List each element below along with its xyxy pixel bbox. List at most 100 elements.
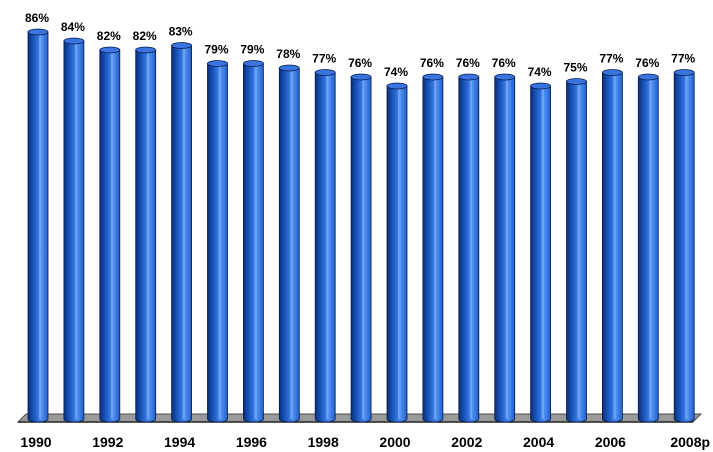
value-label: 77% — [599, 52, 623, 66]
value-label: 76% — [492, 56, 516, 70]
bar-body — [350, 76, 372, 423]
bar-cap — [602, 69, 623, 76]
bar-1991 — [63, 37, 85, 423]
bar-1994 — [171, 42, 193, 423]
bar-2006 — [602, 69, 623, 423]
bar-2003 — [494, 73, 516, 423]
x-tick-label: 1998 — [308, 434, 339, 450]
x-tick-label: 1992 — [92, 434, 123, 450]
bar-body — [63, 40, 85, 423]
bar-highlight — [541, 86, 544, 419]
bar-highlight — [290, 68, 293, 419]
bar-1993 — [135, 46, 157, 423]
bar-body — [458, 76, 480, 423]
value-labels-group: 86% 84% 82% 82% 83% 79% 79% 78% 77% 76% 74% 76% 76% 7… — [25, 11, 696, 79]
bar-body — [99, 49, 121, 423]
bar-body — [278, 67, 300, 423]
bar-cap — [314, 69, 336, 76]
bar-cap — [278, 64, 300, 72]
bar-1992 — [99, 46, 121, 423]
bar-1996 — [242, 60, 264, 423]
value-label: 74% — [528, 65, 552, 79]
value-label: 82% — [97, 29, 121, 43]
bar-cap — [27, 28, 49, 36]
value-label: 77% — [312, 52, 336, 66]
bar-highlight — [74, 41, 78, 419]
value-label: 84% — [61, 20, 85, 34]
bar-highlight — [469, 77, 473, 419]
value-label: 78% — [276, 47, 300, 61]
bar-body — [386, 85, 408, 423]
bar-1995 — [207, 60, 228, 423]
bar-highlight — [326, 72, 329, 419]
bar-cap — [171, 42, 193, 49]
bar-1997 — [278, 64, 300, 423]
x-tick-label: 1996 — [236, 434, 267, 450]
bar-cap — [530, 82, 551, 90]
bar-body — [314, 72, 336, 423]
value-label: 75% — [563, 61, 587, 75]
value-label: 79% — [204, 43, 228, 57]
bar-highlight — [182, 45, 185, 419]
bar-body — [207, 63, 228, 423]
bar-body — [637, 76, 659, 423]
value-label: 76% — [635, 56, 659, 70]
x-tick-label: 1994 — [164, 434, 195, 450]
bar-body — [27, 31, 49, 423]
bars-group — [27, 28, 695, 423]
bar-2002 — [458, 73, 480, 423]
x-tick-label: 2006 — [595, 434, 626, 450]
bar-cap — [207, 60, 228, 67]
bar-2000 — [386, 82, 408, 423]
bar-highlight — [505, 77, 509, 419]
x-tick-label: 2008p — [670, 434, 710, 450]
bar-cap — [673, 69, 695, 76]
bar-1990 — [27, 28, 49, 423]
bar-2005 — [566, 78, 587, 423]
bar-body — [602, 72, 623, 423]
bar-body — [422, 76, 444, 423]
value-label: 74% — [384, 65, 408, 79]
bar-highlight — [433, 77, 437, 419]
x-tick-label: 2004 — [523, 434, 554, 450]
bar-highlight — [577, 81, 580, 419]
x-tick-label: 1990 — [20, 434, 51, 450]
value-label: 77% — [671, 52, 695, 66]
x-tick-label: 2000 — [379, 434, 410, 450]
value-label: 79% — [240, 43, 264, 57]
bar-cap — [63, 37, 85, 45]
bar-body — [530, 85, 551, 423]
bar-cap — [135, 46, 157, 54]
bar-body — [243, 63, 264, 423]
bar-cap — [386, 82, 408, 90]
bar-body — [673, 72, 695, 423]
bar-highlight — [39, 32, 42, 419]
bar-highlight — [254, 63, 257, 419]
bar-body — [494, 76, 516, 423]
bar-highlight — [110, 50, 114, 419]
bar-cap — [242, 60, 264, 67]
value-label: 76% — [348, 56, 372, 70]
bar-2008p — [673, 69, 695, 423]
bar-highlight — [218, 63, 221, 419]
value-label: 76% — [456, 56, 480, 70]
x-axis-tick-labels: 1990 1992 1994 1996 1998 2000 2002 2004 2006 2008… — [20, 434, 710, 450]
bar-2001 — [422, 73, 444, 423]
value-label: 76% — [420, 56, 444, 70]
bar-2007 — [637, 73, 659, 423]
value-label: 83% — [169, 25, 193, 39]
bar-highlight — [649, 77, 652, 419]
bar-2004 — [530, 82, 551, 423]
bar-highlight — [362, 77, 365, 419]
bar-highlight — [685, 72, 688, 419]
value-label: 86% — [25, 11, 49, 25]
value-label: 82% — [133, 29, 157, 43]
bar-cap — [422, 73, 444, 81]
bar-1998 — [314, 69, 336, 423]
bar-cap — [494, 73, 516, 81]
bar-cap — [350, 73, 372, 81]
bar-body — [135, 49, 157, 423]
bar-body — [566, 81, 587, 423]
